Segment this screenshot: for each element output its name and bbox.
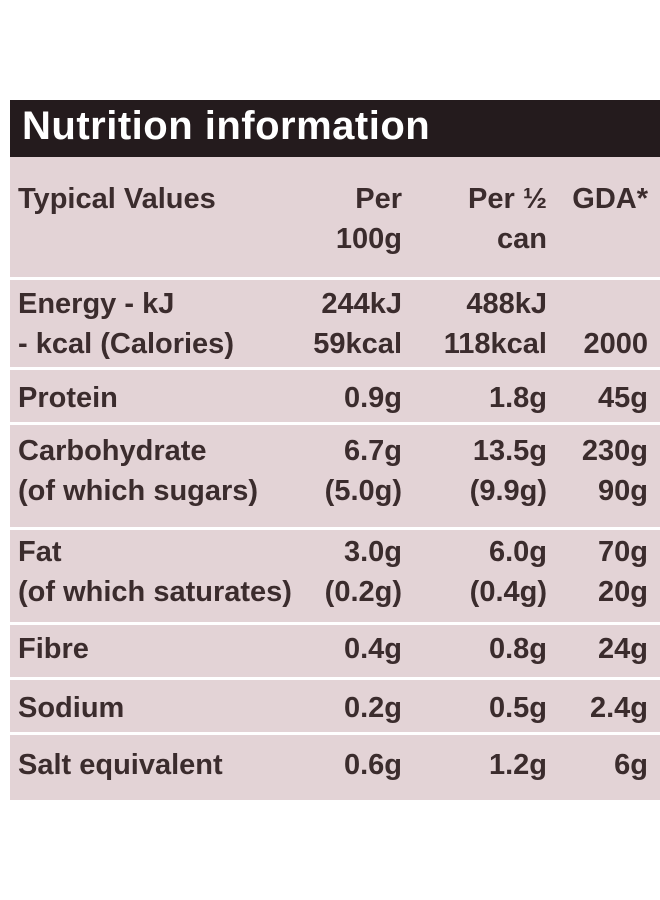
nutrient-value: 24g (598, 633, 648, 665)
nutrient-value: 0.9g (343, 382, 402, 414)
nutrient-value: 244kJ (321, 288, 402, 320)
column-header: Per (355, 183, 402, 215)
nutrient-value: 90g (598, 475, 648, 507)
nutrient-value: 6.0g (488, 536, 547, 568)
nutrient-value: (0.2g) (324, 576, 402, 608)
nutrient-label: Fat (18, 536, 62, 568)
row: Fibre 0.4g 0.8g 24g (10, 633, 660, 673)
nutrient-label: (of which saturates) (18, 576, 292, 608)
nutrient-value: (5.0g) (324, 475, 402, 507)
row-group: Carbohydrate 6.7g 13.5g 230g (of which sugar… (10, 422, 660, 527)
row: Energy - kJ 244kJ 488kJ (10, 288, 660, 328)
row-group: Sodium 0.2g 0.5g 2.4g (10, 677, 660, 732)
nutrient-value: 230g (581, 435, 648, 467)
nutrient-value: 3.0g (343, 536, 402, 568)
nutrient-label: Sodium (18, 692, 125, 724)
nutrient-value: 488kJ (466, 288, 547, 320)
row-group: Protein 0.9g 1.8g 45g (10, 367, 660, 422)
column-header: Per ½ (468, 183, 547, 215)
row: Sodium 0.2g 0.5g 2.4g (10, 692, 660, 732)
nutrient-value: 45g (598, 382, 648, 414)
title: Nutrition information (22, 104, 431, 148)
column-header: 100g (335, 223, 402, 255)
nutrient-value: 13.5g (472, 435, 547, 467)
nutrient-label: Energy - kJ (18, 288, 175, 320)
nutrient-value: 2000 (583, 328, 648, 360)
row: (of which saturates) (0.2g) (0.4g) 20g (10, 576, 660, 616)
nutrient-value: 118kcal (443, 328, 547, 360)
row: - kcal (Calories) 59kcal 118kcal 2000 (10, 328, 660, 368)
nutrient-value: 1.8g (488, 382, 547, 414)
row-group: Salt equivalent 0.6g 1.2g 6g (10, 732, 660, 800)
nutrient-label: Protein (18, 382, 118, 414)
nutrient-value: 0.2g (343, 692, 402, 724)
nutrient-value: 0.4g (343, 633, 402, 665)
nutrient-value: 0.5g (488, 692, 547, 724)
row: (of which sugars) (5.0g) (9.9g) 90g (10, 475, 660, 515)
nutrient-value: 1.2g (488, 749, 547, 781)
row: Carbohydrate 6.7g 13.5g 230g (10, 435, 660, 475)
column-header: GDA* (572, 183, 648, 215)
nutrient-value: 20g (598, 576, 648, 608)
row: Salt equivalent 0.6g 1.2g 6g (10, 749, 660, 789)
nutrient-label: Carbohydrate (18, 435, 207, 467)
nutrient-value: (0.4g) (469, 576, 547, 608)
nutrient-value: (9.9g) (469, 475, 547, 507)
row-group: Fibre 0.4g 0.8g 24g (10, 622, 660, 677)
nutrient-value: 0.8g (488, 633, 547, 665)
nutrient-label: (of which sugars) (18, 475, 259, 507)
nutrient-value: 59kcal (313, 328, 402, 360)
nutrient-value: 2.4g (589, 692, 648, 724)
nutrient-value: 6g (614, 749, 648, 781)
nutrient-value: 6.7g (343, 435, 402, 467)
row-group: Energy - kJ 244kJ 488kJ - kcal (Calories) 59… (10, 277, 660, 367)
row: Protein 0.9g 1.8g 45g (10, 382, 660, 422)
nutrient-value: 70g (598, 536, 648, 568)
nutrient-value: 0.6g (343, 749, 402, 781)
title-band (10, 100, 660, 157)
row: Fat 3.0g 6.0g 70g (10, 536, 660, 576)
nutrient-label: Fibre (18, 633, 89, 665)
nutrition-table: Typical Values Per 100g Per ½ can GDA* Energy … (10, 157, 660, 800)
column-header: can (497, 223, 547, 255)
row-group: Fat 3.0g 6.0g 70g (of which saturates) (0.2g)… (10, 527, 660, 622)
nutrient-label: - kcal (Calories) (18, 328, 234, 360)
nutrient-label: Salt equivalent (18, 749, 223, 781)
column-header: Typical Values (18, 183, 216, 215)
